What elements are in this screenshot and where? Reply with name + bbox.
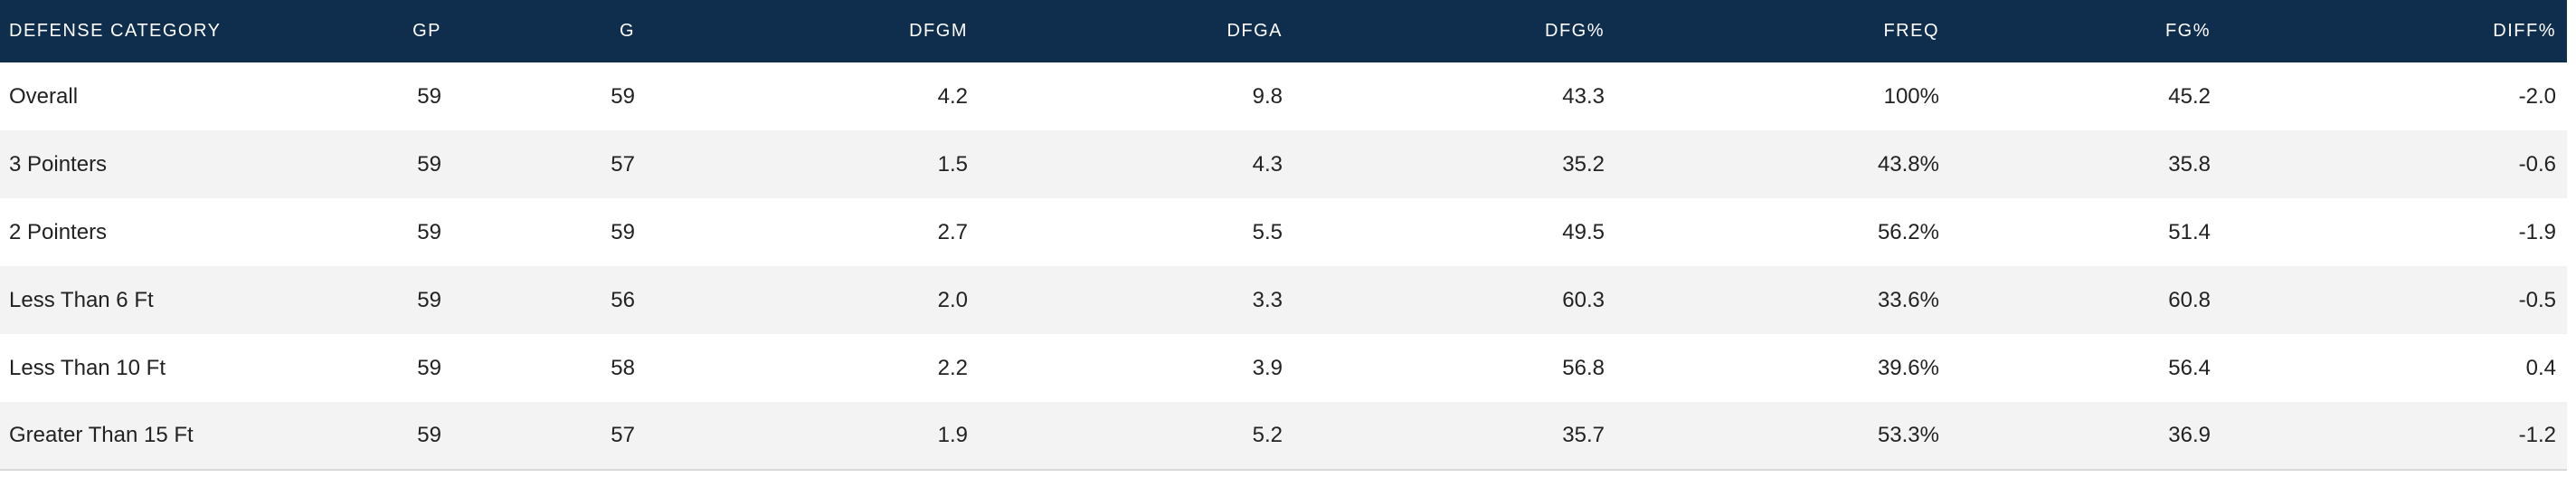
column-header-freq[interactable]: FREQ	[1883, 21, 1939, 41]
cell-diff-pct: 0.4	[2525, 355, 2556, 380]
cell-dfg-pct: 43.3	[1562, 83, 1605, 109]
cell-dfgm: 2.0	[937, 287, 968, 312]
cell-dfgm: 2.7	[937, 219, 968, 244]
cell-diff-pct: -0.6	[2518, 151, 2556, 177]
column-header-gp[interactable]: GP	[412, 21, 441, 41]
cell-gp: 59	[417, 287, 441, 312]
cell-dfg-pct: 60.3	[1562, 287, 1605, 312]
cell-freq: 43.8%	[1877, 151, 1939, 177]
cell-gp: 59	[417, 355, 441, 380]
cell-dfga: 4.3	[1252, 151, 1283, 177]
cell-diff-pct: -2.0	[2518, 83, 2556, 109]
cell-dfgm: 1.5	[937, 151, 968, 177]
cell-g: 58	[611, 355, 635, 380]
cell-diff-pct: -1.2	[2221, 402, 2567, 471]
column-header-g[interactable]: G	[619, 21, 635, 41]
column-header-dfga[interactable]: DFGA	[1226, 21, 1283, 41]
cell-freq: 39.6%	[1877, 355, 1939, 380]
cell-freq: 33.6%	[1877, 287, 1939, 312]
cell-dfgm: 2.2	[937, 355, 968, 380]
cell-gp: 59	[417, 83, 441, 109]
cell-dfg-pct: 35.7	[1293, 402, 1615, 471]
table-row: 2 Pointers 59 59 2.7 5.5 49.5 56.2% 51.4…	[0, 198, 2567, 266]
cell-defense-category: Overall	[9, 83, 79, 109]
column-header-diff-pct[interactable]: DIFF%	[2493, 21, 2556, 41]
cell-dfgm: 4.2	[937, 83, 968, 109]
cell-dfg-pct: 56.8	[1562, 355, 1605, 380]
cell-gp: 59	[387, 402, 452, 471]
cell-fg-pct: 56.4	[2168, 355, 2211, 380]
cell-fg-pct: 36.9	[1950, 402, 2221, 471]
table-row: Overall 59 59 4.2 9.8 43.3 100% 45.2 -2.…	[0, 62, 2567, 130]
cell-defense-category: 2 Pointers	[9, 219, 108, 244]
cell-g: 57	[611, 151, 635, 177]
column-header-dfg-pct[interactable]: DFG%	[1545, 21, 1605, 41]
cell-g: 56	[611, 287, 635, 312]
cell-diff-pct: -1.9	[2518, 219, 2556, 244]
cell-defense-category: 3 Pointers	[9, 151, 108, 177]
cell-dfg-pct: 49.5	[1562, 219, 1605, 244]
table-row: 3 Pointers 59 57 1.5 4.3 35.2 43.8% 35.8…	[0, 130, 2567, 198]
table-row: Less Than 6 Ft 59 56 2.0 3.3 60.3 33.6% …	[0, 266, 2567, 334]
cell-defense-category: Less Than 10 Ft	[9, 355, 166, 380]
cell-defense-category: Greater Than 15 Ft	[0, 402, 387, 471]
cell-dfga: 3.9	[1252, 355, 1283, 380]
cell-dfga: 5.2	[979, 402, 1293, 471]
table-row: Less Than 10 Ft 59 58 2.2 3.9 56.8 39.6%…	[0, 334, 2567, 402]
cell-defense-category: Less Than 6 Ft	[9, 287, 154, 312]
cell-dfga: 9.8	[1252, 83, 1283, 109]
cell-g: 59	[611, 219, 635, 244]
cell-freq: 53.3%	[1615, 402, 1950, 471]
cell-dfga: 3.3	[1252, 287, 1283, 312]
column-header-dfgm[interactable]: DFGM	[909, 21, 968, 41]
cell-diff-pct: -0.5	[2518, 287, 2556, 312]
table-row: Greater Than 15 Ft 59 57 1.9 5.2 35.7 53…	[0, 402, 2567, 471]
cell-gp: 59	[417, 219, 441, 244]
column-header-fg-pct[interactable]: FG%	[2164, 21, 2211, 41]
cell-g: 59	[611, 83, 635, 109]
cell-fg-pct: 51.4	[2168, 219, 2211, 244]
column-header-defense-category[interactable]: DEFENSE CATEGORY	[9, 21, 222, 41]
table-header-row: DEFENSE CATEGORY GP G DFGM DFGA DFG% FRE…	[0, 0, 2567, 62]
cell-fg-pct: 60.8	[2168, 287, 2211, 312]
cell-fg-pct: 35.8	[2168, 151, 2211, 177]
cell-g: 57	[452, 402, 646, 471]
cell-dfg-pct: 35.2	[1562, 151, 1605, 177]
cell-freq: 100%	[1883, 83, 1939, 109]
cell-freq: 56.2%	[1877, 219, 1939, 244]
cell-dfga: 5.5	[1252, 219, 1283, 244]
cell-gp: 59	[417, 151, 441, 177]
cell-dfgm: 1.9	[646, 402, 979, 471]
cell-fg-pct: 45.2	[2168, 83, 2211, 109]
